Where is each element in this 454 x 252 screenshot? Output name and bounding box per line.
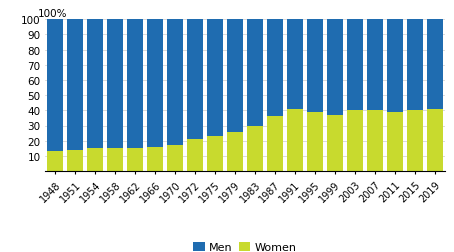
Bar [107, 20, 123, 149]
Bar [407, 111, 423, 171]
Bar [167, 146, 183, 171]
Bar [327, 115, 343, 171]
Bar [127, 149, 143, 171]
Bar [427, 109, 443, 171]
Bar [47, 152, 64, 171]
Bar [207, 137, 223, 171]
Bar [247, 126, 263, 171]
Bar [207, 20, 223, 137]
Bar [187, 140, 203, 171]
Bar [307, 20, 323, 112]
Bar [67, 20, 84, 150]
Bar [427, 20, 443, 109]
Text: 100%: 100% [37, 9, 67, 19]
Bar [327, 20, 343, 115]
Bar [87, 149, 104, 171]
Bar [347, 20, 363, 111]
Bar [87, 20, 104, 149]
Bar [67, 150, 84, 171]
Bar [187, 20, 203, 140]
Bar [367, 111, 383, 171]
Bar [167, 20, 183, 146]
Bar [287, 109, 303, 171]
Bar [307, 112, 323, 171]
Bar [107, 149, 123, 171]
Bar [127, 20, 143, 149]
Bar [287, 20, 303, 109]
Bar [147, 20, 163, 147]
Bar [147, 147, 163, 171]
Bar [267, 20, 283, 117]
Bar [387, 20, 403, 112]
Bar [247, 20, 263, 126]
Legend: Men, Women: Men, Women [189, 237, 301, 252]
Bar [227, 20, 243, 132]
Bar [227, 132, 243, 171]
Bar [267, 117, 283, 171]
Bar [407, 20, 423, 111]
Bar [387, 112, 403, 171]
Bar [47, 20, 64, 152]
Bar [347, 111, 363, 171]
Bar [367, 20, 383, 111]
